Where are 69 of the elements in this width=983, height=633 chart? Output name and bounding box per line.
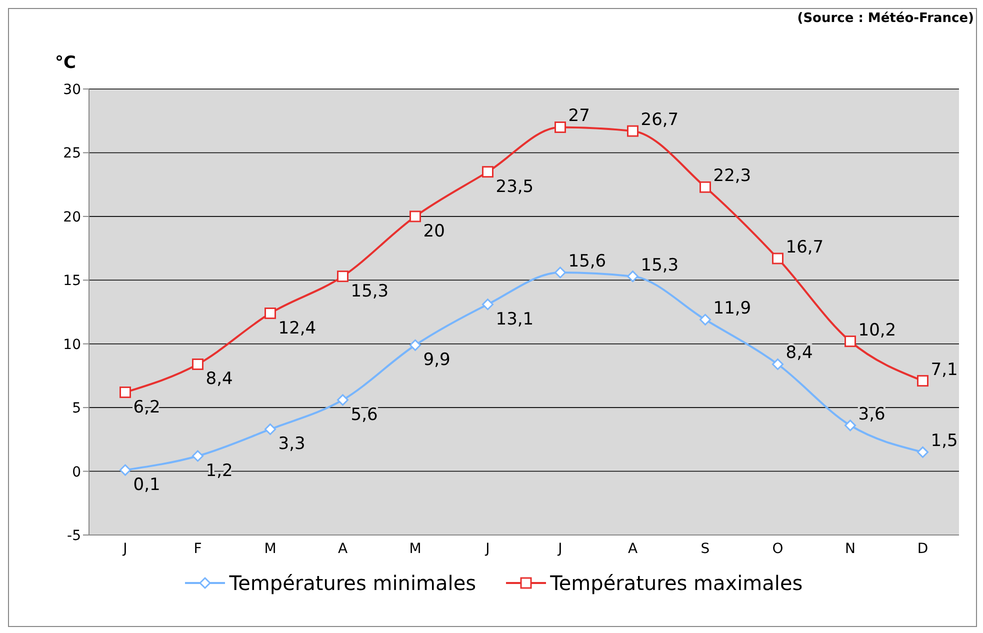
point bbox=[700, 181, 711, 193]
point bbox=[337, 270, 348, 282]
y-tick-label: 20 bbox=[63, 209, 81, 226]
x-tick-label: M bbox=[264, 540, 276, 557]
point bbox=[772, 252, 784, 264]
legend-label: Températures maximales bbox=[549, 571, 803, 595]
data-label: 22,3 bbox=[713, 166, 752, 186]
data-label: 16,7 bbox=[786, 237, 824, 258]
data-label: 13,1 bbox=[496, 309, 534, 330]
data-label: 27 bbox=[568, 106, 590, 126]
point bbox=[192, 450, 204, 462]
data-label: 8,4 bbox=[206, 369, 233, 390]
data-label: 9,9 bbox=[423, 350, 450, 370]
point bbox=[482, 166, 494, 178]
data-label: 5,6 bbox=[350, 404, 378, 425]
y-tick-label: -5 bbox=[67, 528, 81, 544]
x-tick-label: N bbox=[845, 540, 856, 557]
data-label: 3,3 bbox=[278, 434, 306, 454]
x-tick-label: O bbox=[772, 540, 784, 557]
x-tick-label: A bbox=[628, 540, 638, 557]
point bbox=[844, 420, 856, 432]
point bbox=[120, 464, 131, 476]
x-tick-label: J bbox=[484, 540, 490, 557]
y-tick-label: 0 bbox=[72, 464, 81, 480]
point bbox=[482, 298, 494, 310]
point bbox=[627, 125, 638, 137]
point bbox=[264, 308, 276, 320]
legend-label: Températures minimales bbox=[228, 571, 476, 595]
point bbox=[554, 266, 566, 278]
y-tick-label: 10 bbox=[63, 336, 81, 353]
y-tick-label: 5 bbox=[72, 400, 81, 417]
point bbox=[192, 358, 204, 370]
y-tick-label: 15 bbox=[63, 273, 81, 290]
point bbox=[844, 336, 856, 348]
x-tick-label: J bbox=[122, 540, 128, 557]
data-label: 0,1 bbox=[133, 475, 160, 496]
data-label: 8,4 bbox=[786, 343, 813, 364]
data-label: 10,2 bbox=[858, 320, 896, 340]
point bbox=[337, 394, 348, 406]
x-tick-label: S bbox=[700, 540, 710, 557]
point bbox=[554, 121, 566, 133]
data-label: 15,6 bbox=[568, 251, 606, 272]
data-label: 7,1 bbox=[930, 360, 958, 380]
point bbox=[120, 386, 131, 398]
text: (Source : Météo-France) bbox=[797, 11, 974, 26]
point bbox=[627, 270, 638, 282]
data-label: 12,4 bbox=[278, 318, 316, 338]
x-tick-label: J bbox=[557, 540, 562, 557]
x-tick-label: A bbox=[338, 540, 348, 557]
point bbox=[410, 210, 421, 222]
data-label: 11,9 bbox=[713, 298, 752, 319]
y-axis-title: °C bbox=[55, 53, 76, 73]
point bbox=[772, 358, 784, 370]
point bbox=[700, 314, 711, 326]
x-tick-label: F bbox=[194, 540, 202, 557]
x-tick-label: D bbox=[917, 540, 928, 557]
data-label: 1,5 bbox=[930, 431, 958, 452]
point bbox=[917, 375, 928, 387]
data-label: 15,3 bbox=[640, 255, 679, 276]
data-label: 15,3 bbox=[350, 281, 389, 302]
y-tick-label: 30 bbox=[63, 82, 81, 98]
point bbox=[264, 423, 276, 435]
point bbox=[917, 446, 928, 458]
data-label: 26,7 bbox=[640, 110, 679, 130]
x-tick-label: M bbox=[409, 540, 422, 557]
y-tick-label: 25 bbox=[63, 146, 81, 162]
point bbox=[410, 339, 421, 351]
data-label: 20 bbox=[423, 221, 445, 242]
data-label: 23,5 bbox=[496, 176, 534, 197]
